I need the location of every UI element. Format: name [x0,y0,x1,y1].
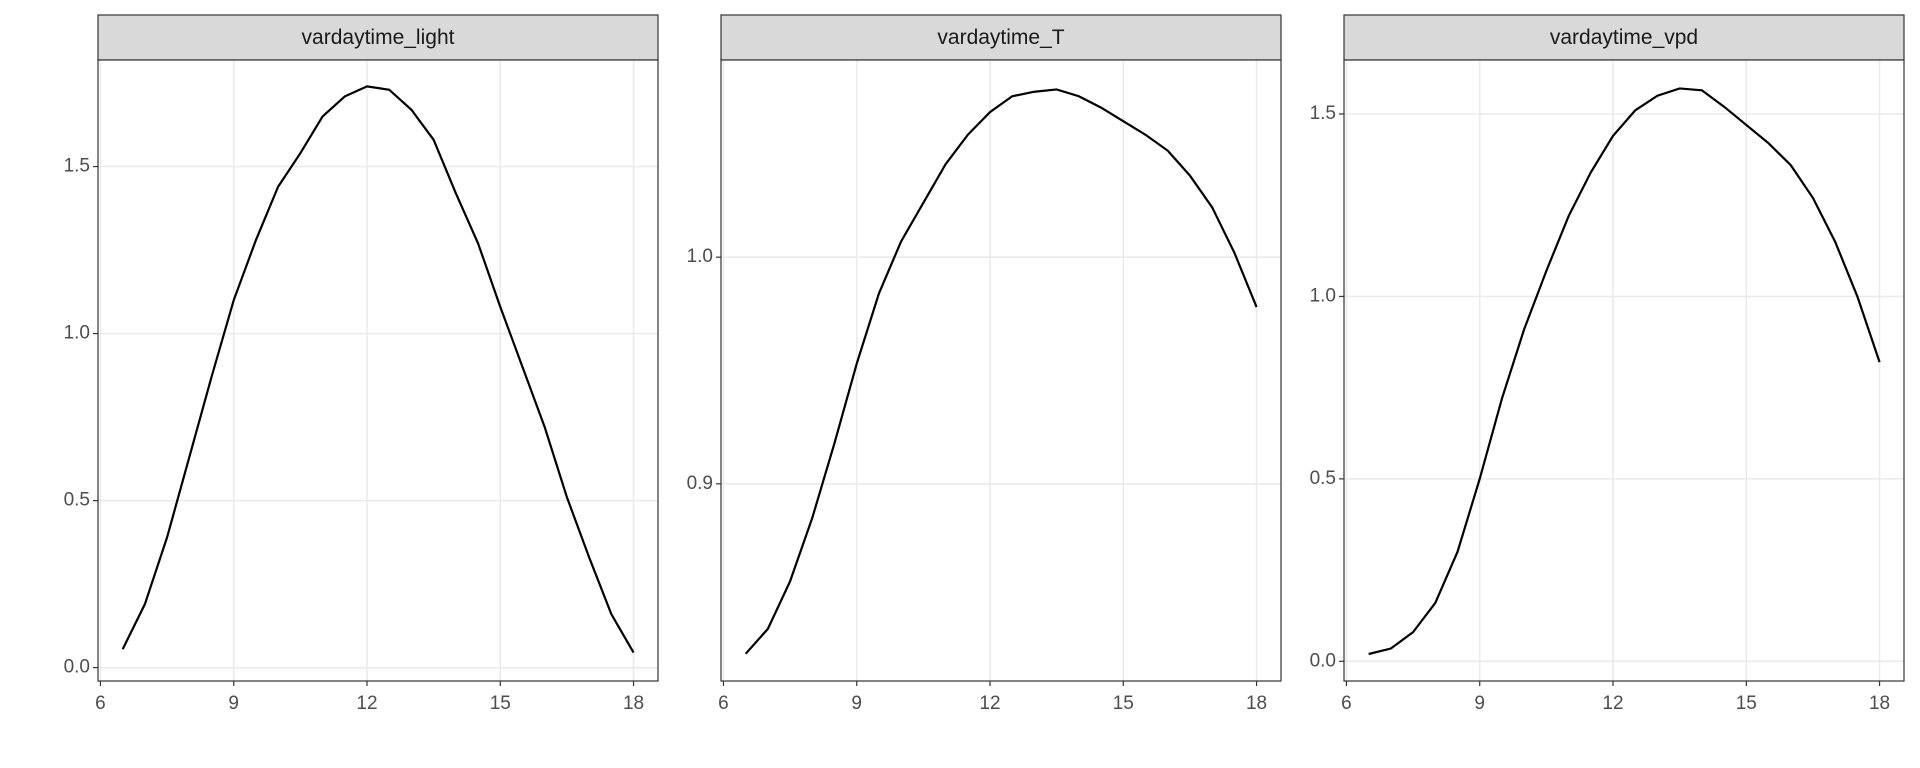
y-tick-label: 0.0 [64,657,90,678]
panel-border [1343,59,1905,682]
x-tick-label: 12 [356,693,377,714]
x-tick-label: 15 [1736,693,1757,714]
x-tick-label: 6 [95,693,106,714]
panel-title: vardaytime_vpd [1550,26,1698,49]
x-tick-label: 9 [228,693,239,714]
panel-title: vardaytime_light [302,26,455,49]
y-tick-label: 1.0 [687,246,713,267]
x-tick-label: 9 [1474,693,1485,714]
panel-background [98,60,658,681]
strip-background [97,14,659,61]
x-tick-label: 18 [1869,693,1890,714]
panel-border [720,59,1282,682]
data-line [1368,87,1881,656]
y-tick-label: 1.0 [64,323,90,344]
x-tick-label: 15 [490,693,511,714]
data-line [121,85,635,654]
x-tick-label: 12 [979,693,1000,714]
panel-background [721,60,1281,681]
y-tick-label: 1.0 [1310,285,1336,306]
x-tick-label: 6 [718,693,729,714]
panel-background [1344,60,1904,681]
y-tick-label: 0.9 [687,473,713,494]
strip-background [1343,14,1905,61]
x-tick-label: 9 [851,693,862,714]
x-tick-label: 15 [1113,693,1134,714]
y-tick-label: 0.5 [1310,468,1336,489]
x-tick-label: 12 [1602,693,1623,714]
x-tick-label: 18 [1246,693,1267,714]
panel-border [97,59,659,682]
y-tick-label: 0.5 [64,490,90,511]
y-tick-label: 1.5 [64,156,90,177]
panel-title: vardaytime_T [937,26,1064,49]
data-line [744,88,1258,655]
x-tick-label: 18 [623,693,644,714]
y-tick-label: 0.0 [1310,650,1336,671]
x-tick-label: 6 [1341,693,1352,714]
y-tick-label: 1.5 [1310,103,1336,124]
